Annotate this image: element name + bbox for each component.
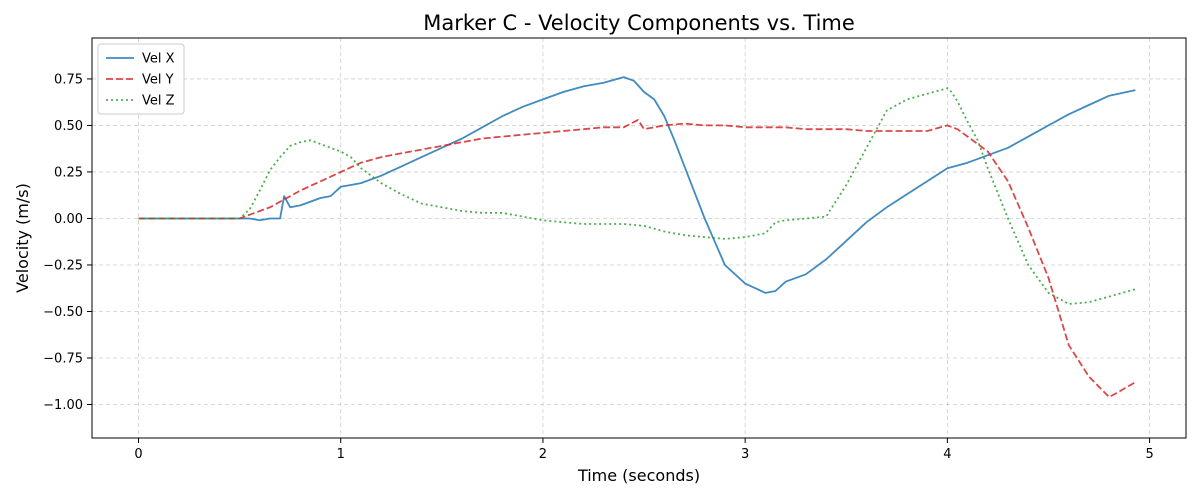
chart-title: Marker C - Velocity Components vs. Time — [423, 11, 855, 35]
y-tick-label: −1.00 — [43, 398, 83, 413]
y-tick-label: 0.50 — [54, 119, 83, 134]
x-tick-label: 5 — [1145, 447, 1153, 462]
x-tick-label: 2 — [539, 447, 547, 462]
series-line-vel-x — [138, 76, 1136, 294]
legend-label: Vel Z — [142, 94, 175, 109]
y-tick-label: −0.50 — [43, 305, 83, 320]
y-tick-label: 0.75 — [54, 72, 83, 87]
x-axis-title: Time (seconds) — [577, 466, 700, 485]
series-line-vel-y — [138, 119, 1136, 399]
x-tick-label: 1 — [337, 447, 345, 462]
x-tick-label: 0 — [134, 447, 142, 462]
y-tick-label: 0.00 — [54, 212, 83, 227]
plot-frame — [91, 37, 1187, 439]
legend-label: Vel Y — [142, 73, 174, 88]
y-axis-title: Velocity (m/s) — [13, 183, 32, 293]
legend-label: Vel X — [142, 52, 175, 67]
y-tick-label: −0.75 — [43, 352, 83, 367]
series-line-vel-z — [138, 87, 1136, 305]
x-tick-label: 3 — [741, 447, 749, 462]
x-tick-label: 4 — [943, 447, 951, 462]
tick-layer: 0 1 2 3 4 5 −1.00 −0.75 −0.50 −0.25 0.00 0.25 0.50 0.… — [43, 72, 1154, 462]
y-tick-label: −0.25 — [43, 258, 83, 273]
legend: Vel X Vel Y Vel Z — [97, 43, 185, 115]
legend-box — [97, 43, 185, 115]
series-layer — [138, 76, 1136, 399]
y-tick-label: 0.25 — [54, 165, 83, 180]
